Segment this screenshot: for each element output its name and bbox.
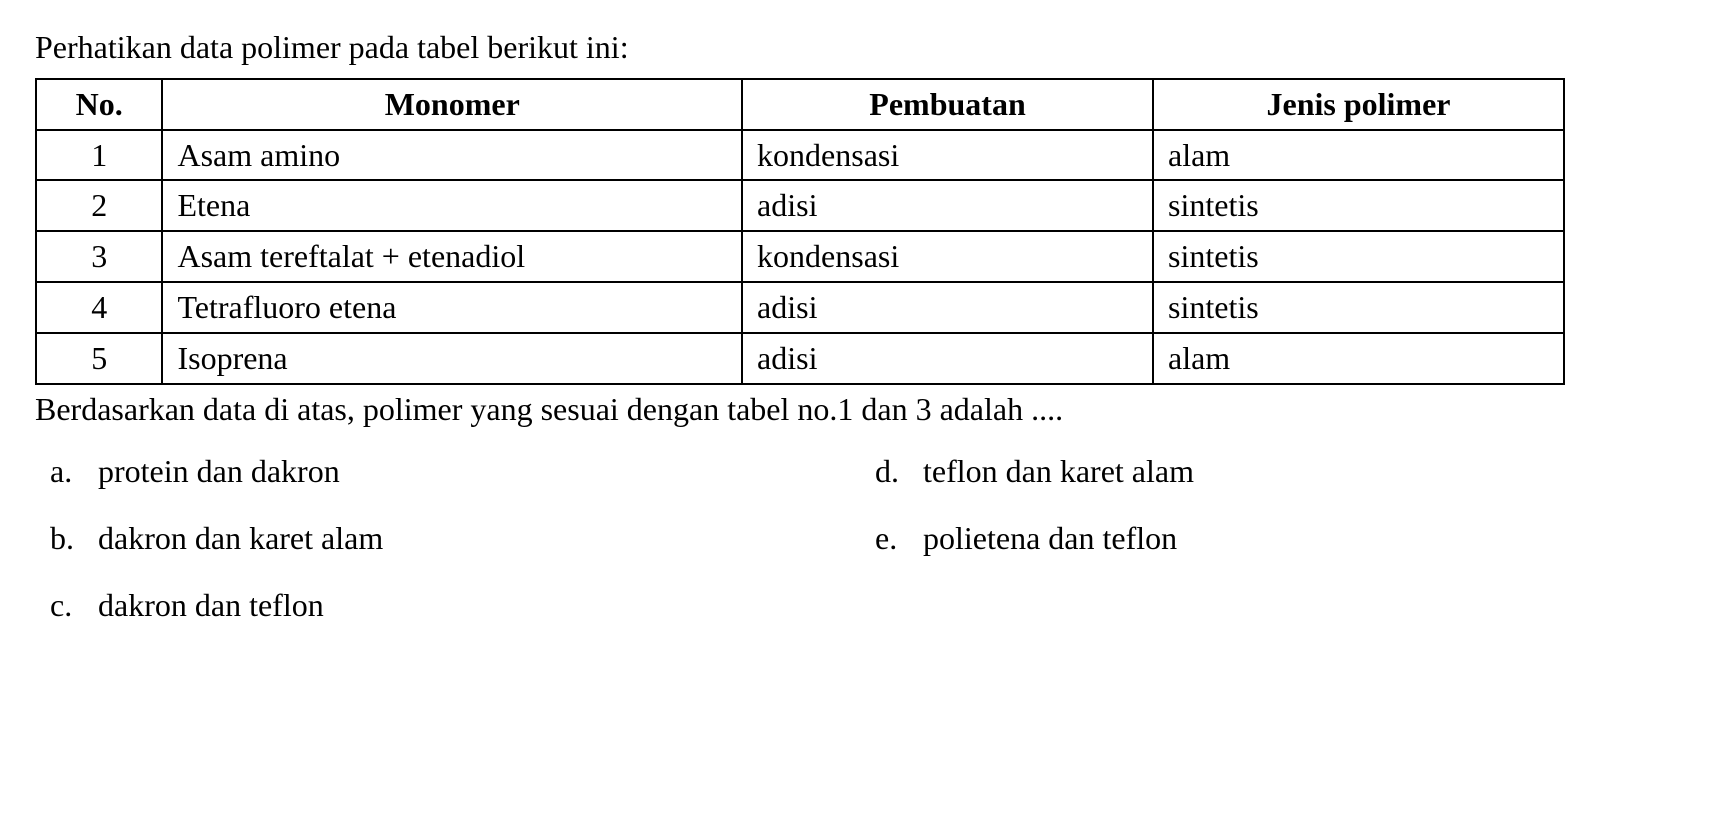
option-e: e. polietena dan teflon: [875, 516, 1684, 561]
intro-text: Perhatikan data polimer pada tabel berik…: [35, 25, 1684, 70]
cell-no: 3: [36, 231, 162, 282]
table-row: 5 Isoprena adisi alam: [36, 333, 1564, 384]
cell-no: 1: [36, 130, 162, 181]
option-d: d. teflon dan karet alam: [875, 449, 1684, 494]
table-row: 2 Etena adisi sintetis: [36, 180, 1564, 231]
option-a: a. protein dan dakron: [50, 449, 875, 494]
cell-no: 2: [36, 180, 162, 231]
option-text: dakron dan teflon: [98, 583, 875, 628]
option-b: b. dakron dan karet alam: [50, 516, 875, 561]
cell-jenis: sintetis: [1153, 282, 1564, 333]
table-row: 1 Asam amino kondensasi alam: [36, 130, 1564, 181]
option-letter: e.: [875, 516, 923, 561]
header-jenis: Jenis polimer: [1153, 79, 1564, 130]
header-no: No.: [36, 79, 162, 130]
option-letter: a.: [50, 449, 98, 494]
cell-monomer: Tetrafluoro etena: [162, 282, 742, 333]
cell-monomer: Etena: [162, 180, 742, 231]
options-container: a. protein dan dakron b. dakron dan kare…: [50, 449, 1684, 649]
table-row: 3 Asam tereftalat + etenadiol kondensasi…: [36, 231, 1564, 282]
option-c: c. dakron dan teflon: [50, 583, 875, 628]
cell-pembuatan: adisi: [742, 333, 1153, 384]
cell-pembuatan: adisi: [742, 282, 1153, 333]
cell-pembuatan: adisi: [742, 180, 1153, 231]
option-text: polietena dan teflon: [923, 516, 1684, 561]
question-text: Berdasarkan data di atas, polimer yang s…: [35, 387, 1684, 432]
option-text: dakron dan karet alam: [98, 516, 875, 561]
table-header-row: No. Monomer Pembuatan Jenis polimer: [36, 79, 1564, 130]
options-left-column: a. protein dan dakron b. dakron dan kare…: [50, 449, 875, 649]
option-text: protein dan dakron: [98, 449, 875, 494]
option-letter: d.: [875, 449, 923, 494]
cell-pembuatan: kondensasi: [742, 130, 1153, 181]
cell-jenis: alam: [1153, 333, 1564, 384]
table-row: 4 Tetrafluoro etena adisi sintetis: [36, 282, 1564, 333]
header-pembuatan: Pembuatan: [742, 79, 1153, 130]
header-monomer: Monomer: [162, 79, 742, 130]
cell-monomer: Asam amino: [162, 130, 742, 181]
cell-pembuatan: kondensasi: [742, 231, 1153, 282]
cell-monomer: Asam tereftalat + etenadiol: [162, 231, 742, 282]
cell-jenis: alam: [1153, 130, 1564, 181]
cell-jenis: sintetis: [1153, 231, 1564, 282]
options-right-column: d. teflon dan karet alam e. polietena da…: [875, 449, 1684, 649]
cell-no: 5: [36, 333, 162, 384]
cell-no: 4: [36, 282, 162, 333]
cell-jenis: sintetis: [1153, 180, 1564, 231]
option-letter: c.: [50, 583, 98, 628]
option-letter: b.: [50, 516, 98, 561]
polimer-table: No. Monomer Pembuatan Jenis polimer 1 As…: [35, 78, 1565, 385]
option-text: teflon dan karet alam: [923, 449, 1684, 494]
cell-monomer: Isoprena: [162, 333, 742, 384]
